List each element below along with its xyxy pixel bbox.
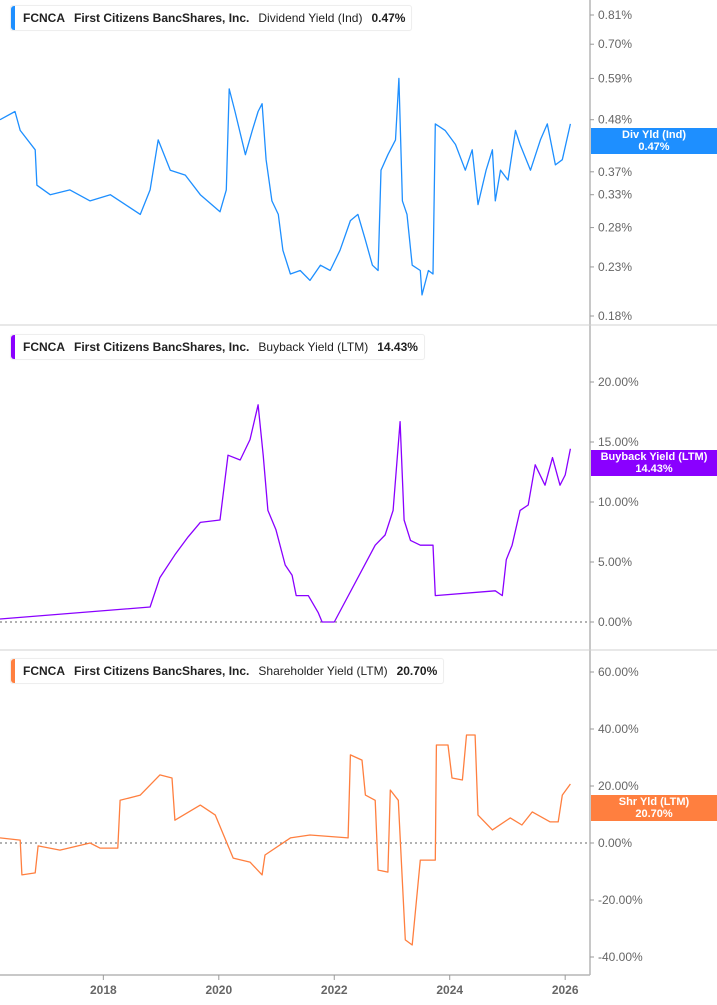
legend-ticker: FCNCA	[23, 11, 65, 25]
y-tick-label: 0.00%	[598, 615, 632, 629]
y-tick-label: -40.00%	[598, 950, 643, 964]
legend-company: First Citizens BancShares, Inc.	[74, 340, 250, 354]
legend-metric: Buyback Yield (LTM)	[258, 340, 369, 354]
x-tick-label: 2018	[90, 983, 117, 997]
legend-value: 0.47%	[371, 11, 406, 25]
y-tick-label: 0.00%	[598, 836, 632, 850]
legend-value: 14.43%	[377, 340, 418, 354]
y-tick-label: 0.48%	[598, 113, 632, 127]
x-tick-label: 2020	[205, 983, 232, 997]
legend-ticker: FCNCA	[23, 664, 65, 678]
legend[interactable]: FCNCA First Citizens BancShares, Inc. Divi…	[10, 5, 413, 31]
series-line	[0, 77, 572, 296]
tag-value: 20.70%	[635, 808, 673, 820]
y-tick-label: 20.00%	[598, 375, 639, 389]
y-tick-label: 10.00%	[598, 495, 639, 509]
last-value-tag: Div Yld (Ind) 0.47%	[591, 128, 717, 154]
y-tick-label: 5.00%	[598, 555, 632, 569]
tag-label: Buyback Yield (LTM)	[600, 451, 708, 463]
legend-ticker: FCNCA	[23, 340, 65, 354]
series-line	[0, 734, 571, 946]
x-tick-label: 2026	[552, 983, 579, 997]
series-line	[0, 404, 572, 623]
y-tick-label: -20.00%	[598, 893, 643, 907]
y-tick-label: 40.00%	[598, 722, 639, 736]
legend-color-bar	[11, 6, 15, 30]
legend-company: First Citizens BancShares, Inc.	[74, 11, 250, 25]
legend-color-bar	[11, 659, 15, 683]
legend-metric: Shareholder Yield (LTM)	[258, 664, 388, 678]
legend[interactable]: FCNCA First Citizens BancShares, Inc. Shar…	[10, 658, 445, 684]
y-tick-label: 15.00%	[598, 435, 639, 449]
last-value-tag: Buyback Yield (LTM) 14.43%	[591, 450, 717, 476]
legend[interactable]: FCNCA First Citizens BancShares, Inc. Buyb…	[10, 334, 425, 360]
tag-label: Shr Yld (LTM)	[618, 796, 690, 808]
last-value-tag: Shr Yld (LTM) 20.70%	[591, 795, 717, 821]
y-tick-label: 0.28%	[598, 221, 632, 235]
y-tick-label: 0.37%	[598, 165, 632, 179]
y-tick-label: 0.18%	[598, 309, 632, 323]
legend-metric: Dividend Yield (Ind)	[258, 11, 363, 25]
legend-value: 20.70%	[396, 664, 438, 678]
tag-label: Div Yld (Ind)	[622, 129, 686, 141]
legend-color-bar	[11, 335, 15, 359]
y-tick-label: 0.70%	[598, 37, 632, 51]
y-tick-label: 0.81%	[598, 8, 632, 22]
y-tick-label: 0.33%	[598, 188, 632, 202]
x-tick-label: 2024	[436, 983, 463, 997]
y-tick-label: 20.00%	[598, 779, 639, 793]
legend-company: First Citizens BancShares, Inc.	[74, 664, 250, 678]
y-tick-label: 0.59%	[598, 71, 632, 85]
y-tick-label: 60.00%	[598, 665, 639, 679]
tag-value: 14.43%	[635, 463, 673, 475]
x-tick-label: 2022	[321, 983, 348, 997]
y-tick-label: 0.23%	[598, 260, 632, 274]
tag-value: 0.47%	[638, 141, 670, 153]
